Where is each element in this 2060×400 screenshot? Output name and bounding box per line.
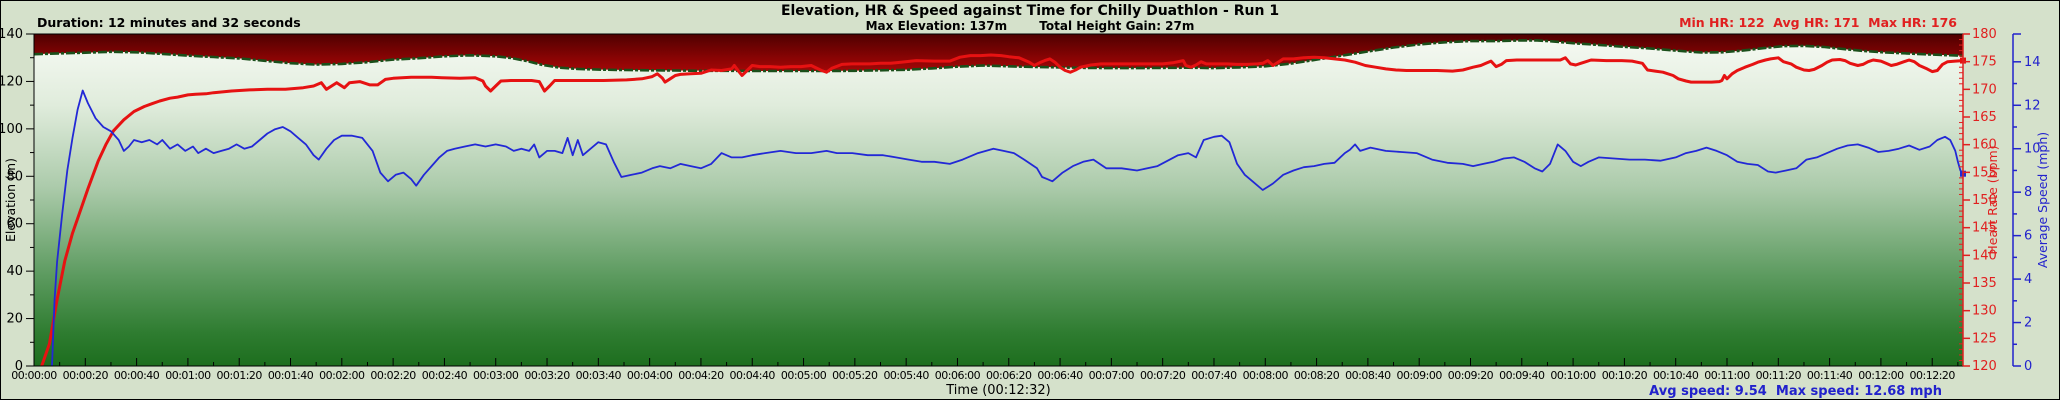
y-axis-title-elevation: Elevation (m) [3, 158, 18, 242]
heart-rate-stats: Min HR: 122 Avg HR: 171 Max HR: 176 [1679, 15, 1957, 30]
svg-text:00:03:20: 00:03:20 [524, 369, 570, 382]
svg-text:100: 100 [1, 122, 23, 137]
svg-text:00:00:40: 00:00:40 [114, 369, 160, 382]
svg-text:145: 145 [1972, 221, 1997, 236]
svg-text:140: 140 [1972, 248, 1997, 263]
speed-stats: Avg speed: 9.54 Max speed: 12.68 mph [1649, 384, 1942, 399]
svg-text:00:10:20: 00:10:20 [1602, 369, 1648, 382]
tick-labels: 02040608010012014000:00:0000:00:2000:00:… [1, 27, 2041, 382]
svg-text:00:00:00: 00:00:00 [11, 369, 57, 382]
svg-text:165: 165 [1972, 110, 1997, 125]
svg-text:12: 12 [2024, 98, 2041, 113]
y-axis-title-heart-rate: Heart Rate (bpm) [1985, 145, 2000, 254]
svg-text:2: 2 [2024, 316, 2032, 331]
svg-text:00:01:40: 00:01:40 [268, 369, 314, 382]
svg-text:00:04:20: 00:04:20 [678, 369, 724, 382]
svg-text:00:09:00: 00:09:00 [1396, 369, 1442, 382]
svg-text:170: 170 [1972, 82, 1997, 97]
duration-stat: Duration: 12 minutes and 32 seconds [37, 15, 301, 30]
svg-text:175: 175 [1972, 55, 1997, 70]
svg-text:00:06:00: 00:06:00 [935, 369, 981, 382]
svg-text:8: 8 [2024, 185, 2032, 200]
svg-text:00:05:20: 00:05:20 [832, 369, 878, 382]
svg-text:00:09:20: 00:09:20 [1448, 369, 1494, 382]
svg-text:00:01:00: 00:01:00 [165, 369, 211, 382]
svg-text:40: 40 [6, 264, 23, 279]
chart-subtitle: Max Elevation: 137m Total Height Gain: 2… [1, 19, 2059, 33]
svg-text:160: 160 [1972, 138, 1997, 153]
svg-text:60: 60 [6, 217, 23, 232]
axes-and-ticks [26, 33, 2021, 367]
svg-text:00:02:40: 00:02:40 [422, 369, 468, 382]
svg-text:155: 155 [1972, 165, 1997, 180]
svg-text:00:00:20: 00:00:20 [63, 369, 109, 382]
chart-title: Elevation, HR & Speed against Time for C… [780, 3, 1280, 19]
svg-text:0: 0 [15, 359, 23, 374]
svg-text:00:04:40: 00:04:40 [730, 369, 776, 382]
svg-text:00:07:40: 00:07:40 [1191, 369, 1237, 382]
svg-text:00:08:00: 00:08:00 [1243, 369, 1289, 382]
svg-text:00:06:40: 00:06:40 [1037, 369, 1083, 382]
svg-text:00:05:00: 00:05:00 [781, 369, 827, 382]
svg-text:00:07:20: 00:07:20 [1140, 369, 1186, 382]
svg-text:00:08:40: 00:08:40 [1345, 369, 1391, 382]
svg-text:80: 80 [6, 169, 23, 184]
x-axis-title-time: Time (00:12:32) [946, 383, 1051, 398]
svg-text:00:07:00: 00:07:00 [1089, 369, 1135, 382]
max-elevation-stat: Max Elevation: 137m [865, 19, 1008, 33]
svg-text:00:11:00: 00:11:00 [1704, 369, 1750, 382]
svg-text:120: 120 [1, 74, 23, 89]
svg-text:00:10:40: 00:10:40 [1653, 369, 1699, 382]
svg-text:00:05:40: 00:05:40 [883, 369, 929, 382]
svg-text:120: 120 [1972, 359, 1997, 374]
svg-text:00:06:20: 00:06:20 [986, 369, 1032, 382]
svg-text:20: 20 [6, 312, 23, 327]
svg-text:00:12:20: 00:12:20 [1910, 369, 1956, 382]
svg-text:150: 150 [1972, 193, 1997, 208]
svg-text:00:08:20: 00:08:20 [1294, 369, 1340, 382]
svg-text:00:12:00: 00:12:00 [1858, 369, 1904, 382]
svg-text:14: 14 [2024, 55, 2041, 70]
svg-text:00:04:00: 00:04:00 [627, 369, 673, 382]
svg-text:135: 135 [1972, 276, 1997, 291]
svg-text:140: 140 [1, 27, 23, 42]
svg-text:10: 10 [2024, 142, 2041, 157]
svg-text:00:02:00: 00:02:00 [319, 369, 365, 382]
svg-text:130: 130 [1972, 304, 1997, 319]
svg-text:125: 125 [1972, 331, 1997, 346]
elevation-area-fills [33, 34, 1964, 367]
svg-text:00:10:00: 00:10:00 [1550, 369, 1596, 382]
height-gain-stat: Total Height Gain: 27m [1039, 19, 1195, 33]
svg-text:00:11:20: 00:11:20 [1756, 369, 1802, 382]
svg-text:6: 6 [2024, 229, 2032, 244]
svg-text:180: 180 [1972, 27, 1997, 42]
y-axis-title-speed: Average Speed (mph) [2035, 132, 2050, 268]
svg-text:0: 0 [2024, 359, 2032, 374]
svg-text:00:02:20: 00:02:20 [370, 369, 416, 382]
svg-text:4: 4 [2024, 272, 2032, 287]
svg-text:00:01:20: 00:01:20 [217, 369, 263, 382]
svg-text:00:11:40: 00:11:40 [1807, 369, 1853, 382]
svg-text:00:09:40: 00:09:40 [1499, 369, 1545, 382]
svg-text:00:03:00: 00:03:00 [473, 369, 519, 382]
svg-text:00:03:40: 00:03:40 [576, 369, 622, 382]
